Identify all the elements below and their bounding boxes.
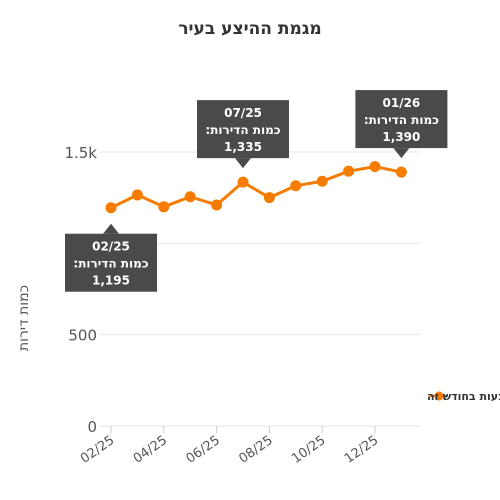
annotation-line2: כמות הדירות:	[73, 257, 148, 271]
y-tick-label: 500	[68, 327, 97, 345]
annotation-07/25: 07/25 כמות הדירות: 1,335	[197, 100, 289, 169]
x-tick-label: 02/25	[78, 433, 117, 467]
legend-marker	[434, 391, 444, 401]
data-point-03/25[interactable]	[131, 189, 143, 201]
x-tick-label: 04/25	[131, 433, 170, 467]
annotation-pointer	[103, 223, 119, 234]
y-axis-ticks: 0 500 1.5k	[64, 144, 97, 436]
annotation-line3: 1,335	[224, 140, 262, 154]
chart-title: מגמת ההיצע בעיר	[178, 19, 321, 39]
y-axis-label: כמות דירות	[16, 285, 32, 351]
data-point-02/25[interactable]	[105, 202, 117, 214]
x-tick-label: 08/25	[236, 433, 275, 467]
data-point-07/25[interactable]	[237, 176, 249, 188]
annotation-line2: כמות הדירות:	[205, 123, 280, 137]
annotation-line1: 02/25	[92, 240, 130, 254]
annotation-line2: כמות הדירות:	[364, 113, 439, 127]
annotation-box	[355, 90, 448, 149]
annotation-pointer	[235, 158, 251, 169]
annotation-line1: 07/25	[224, 106, 262, 120]
x-tick-label: 06/25	[184, 433, 223, 467]
annotation-line3: 1,390	[382, 130, 420, 144]
y-tick-label: 1.5k	[64, 144, 97, 162]
x-tick-label: 10/25	[289, 433, 328, 467]
annotations: 02/25 כמות הדירות: 1,195 07/25 כמות הדירות: 1…	[65, 90, 448, 292]
annotation-line3: 1,195	[92, 274, 130, 288]
annotation-box	[197, 100, 289, 159]
series-layer	[105, 161, 407, 214]
data-point-10/25[interactable]	[316, 175, 328, 187]
data-point-05/25[interactable]	[184, 191, 196, 203]
data-point-11/25[interactable]	[343, 165, 355, 177]
data-point-01/26[interactable]	[395, 166, 407, 178]
annotation-01/26: 01/26 כמות הדירות: 1,390	[355, 90, 448, 159]
annotation-02/25: 02/25 כמות הדירות: 1,195	[65, 223, 157, 292]
data-point-04/25[interactable]	[158, 201, 170, 213]
data-point-09/25[interactable]	[290, 180, 302, 192]
y-tick-label: 0	[87, 418, 97, 436]
x-tick-label: 12/25	[342, 433, 381, 467]
annotation-pointer	[393, 148, 410, 159]
x-axis: 02/25 04/25 06/25 08/25 10/25 12/25	[78, 426, 381, 467]
annotation-box	[65, 233, 157, 292]
data-point-08/25[interactable]	[263, 192, 275, 204]
data-point-06/25[interactable]	[211, 199, 223, 211]
data-point-12/25[interactable]	[369, 161, 381, 173]
series-line	[110, 165, 402, 210]
annotation-line1: 01/26	[383, 96, 421, 110]
legend-label: כמות הדירות המוצעות בחודש זה	[427, 390, 500, 403]
legend[interactable]: כמות הדירות המוצעות בחודש זה	[427, 390, 500, 403]
